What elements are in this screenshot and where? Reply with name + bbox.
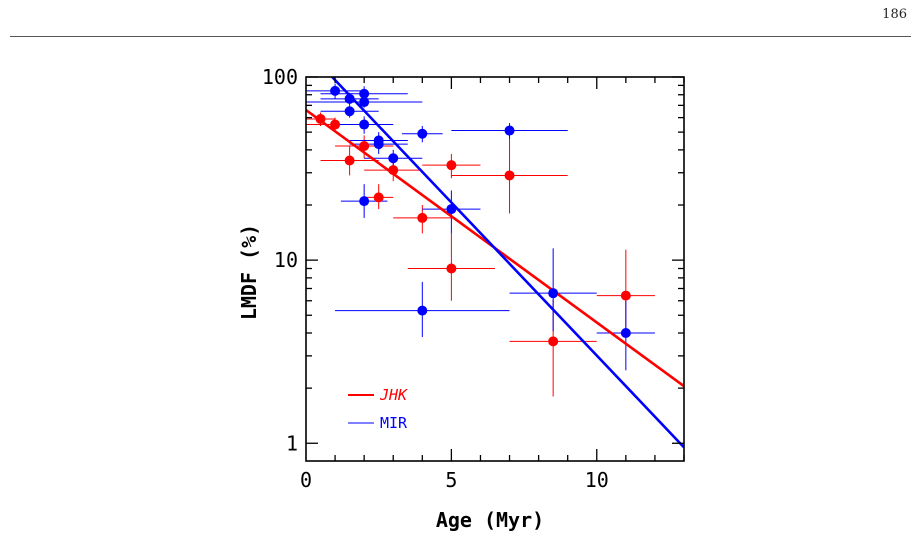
y-tick-label-10: 10 <box>274 248 298 272</box>
mir-point-2 <box>344 106 355 117</box>
x-tick-label-10: 10 <box>585 468 609 492</box>
mir-point-4 <box>359 97 370 108</box>
mir-fit-line <box>331 77 684 449</box>
labels-layer: 0 5 10 1 10 100 <box>262 65 609 492</box>
jhk-point-2 <box>344 155 355 166</box>
mir-point-0 <box>330 85 341 96</box>
page-number: 186 <box>882 7 907 22</box>
jhk-point-6 <box>417 212 428 223</box>
legend-label-jhk: JHK <box>379 386 408 404</box>
mir-point-15 <box>620 328 631 338</box>
mir-point-11 <box>504 125 515 136</box>
jhk-point-7 <box>446 160 457 171</box>
mir-point-12 <box>446 204 457 215</box>
mir-point-13 <box>417 305 428 316</box>
series-layer <box>306 77 684 449</box>
jhk-point-3 <box>359 140 370 151</box>
mir-point-9 <box>359 196 370 207</box>
mir-point-7 <box>373 139 384 150</box>
jhk-point-5 <box>388 165 399 176</box>
jhk-point-10 <box>548 336 559 347</box>
jhk-point-4 <box>373 192 384 203</box>
ticks-layer <box>306 76 685 461</box>
y-axis-label: LMDF (%) <box>237 224 261 320</box>
x-axis-label: Age (Myr) <box>436 508 544 532</box>
legend-label-mir: MIR <box>380 414 408 432</box>
jhk-point-11 <box>620 290 631 301</box>
mir-point-14 <box>548 288 559 299</box>
mir-point-1 <box>344 93 355 104</box>
jhk-point-9 <box>504 170 515 181</box>
header-rule <box>10 36 911 37</box>
mir-point-5 <box>359 119 370 130</box>
legend: JHK MIR <box>348 386 408 432</box>
jhk-point-8 <box>446 263 457 274</box>
x-tick-label-5: 5 <box>445 468 457 492</box>
jhk-point-0 <box>315 113 326 124</box>
mir-point-8 <box>388 153 399 164</box>
x-tick-label-0: 0 <box>300 468 312 492</box>
mir-point-10 <box>417 128 428 139</box>
mir-point-3 <box>359 88 370 99</box>
jhk-point-1 <box>330 119 341 130</box>
y-tick-label-1: 1 <box>286 431 298 455</box>
y-tick-label-100: 100 <box>262 65 298 89</box>
series-jhk <box>306 112 655 397</box>
